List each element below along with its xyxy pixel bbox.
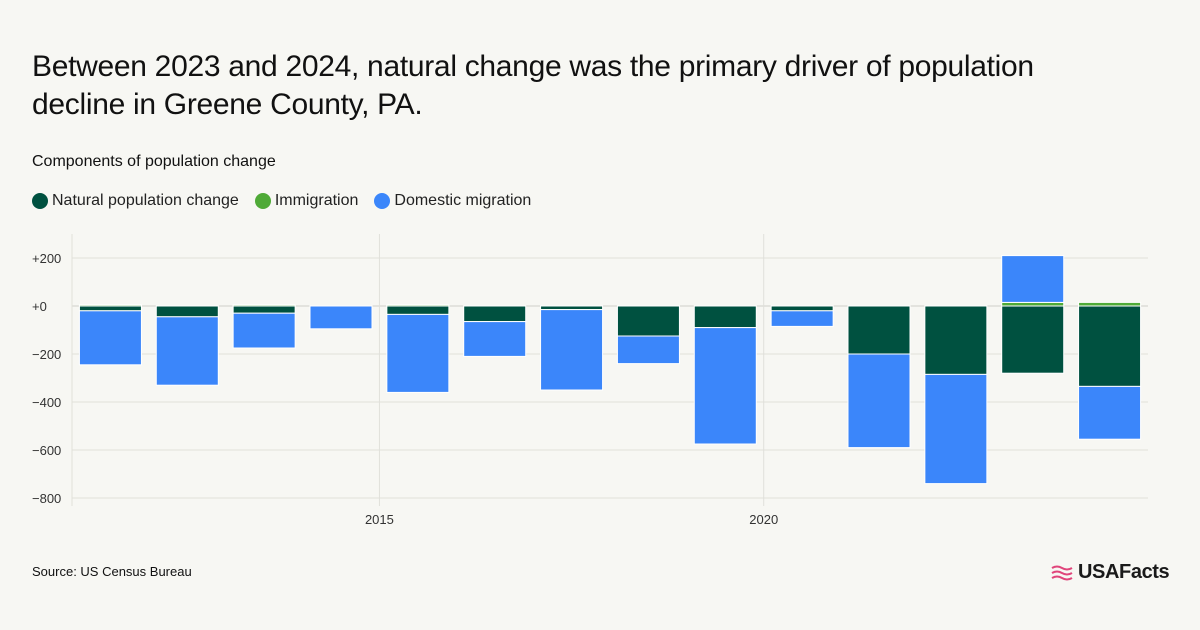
bar-segment-natural-population-change (78, 305, 142, 312)
legend-swatch-domestic (374, 193, 391, 209)
brand-name: USAFacts (1078, 561, 1170, 583)
bar-segment-immigration (1001, 301, 1065, 307)
bar-segment-domestic-migration (1078, 385, 1142, 440)
legend-item-immigration: Immigration (254, 192, 359, 210)
chart-legend: Natural population change Immigration Do… (32, 192, 547, 210)
bar-segment-natural-population-change (924, 305, 988, 375)
bar-segment-natural-population-change (540, 305, 604, 311)
chart-title: Between 2023 and 2024, natural change wa… (32, 50, 1034, 121)
bar-segment-natural-population-change (155, 305, 219, 318)
bar-segment-domestic-migration (770, 310, 834, 327)
bar-segment-natural-population-change (770, 305, 834, 312)
bar-segment-domestic-migration (386, 313, 450, 393)
bar-segment-immigration (386, 304, 450, 307)
legend-label-immigration: Immigration (274, 192, 359, 209)
label-layer: +200 +0 −200 −400 −600 −800 2015 2020 (32, 251, 778, 527)
x-tick-label: 2015 (365, 512, 394, 527)
y-tick-label: −200 (32, 347, 61, 362)
bar-segment-immigration (78, 304, 142, 307)
legend-item-domestic: Domestic migration (374, 192, 531, 210)
bar-segment-domestic-migration (232, 312, 296, 349)
legend-item-natural: Natural population change (32, 192, 239, 210)
bar-segment-immigration (1078, 301, 1142, 307)
bar-segment-natural-population-change (1078, 305, 1142, 387)
bar-segment-domestic-migration (463, 321, 527, 357)
y-tick-label: −600 (32, 443, 61, 458)
bar-segment-natural-population-change (463, 305, 527, 323)
y-tick-label: −800 (32, 491, 61, 506)
bar-segment-domestic-migration (693, 327, 757, 445)
legend-swatch-natural (32, 193, 48, 209)
bar-segment-domestic-migration (78, 310, 142, 366)
y-tick-label: +0 (32, 299, 47, 314)
legend-swatch-immigration (254, 193, 271, 209)
x-tick-label: 2020 (749, 512, 778, 527)
legend-label-natural: Natural population change (52, 192, 239, 209)
bar-segment-natural-population-change (386, 305, 450, 315)
bar-segment-domestic-migration (1001, 255, 1065, 303)
bar-segment-natural-population-change (693, 305, 757, 329)
bar-segment-domestic-migration (540, 309, 604, 391)
bar-segment-domestic-migration (155, 316, 219, 386)
bar-segment-domestic-migration (847, 353, 911, 449)
chart-subtitle: Components of population change (32, 153, 276, 170)
stacked-bar-chart: +200 +0 −200 −400 −600 −800 2015 2020 (32, 234, 1148, 527)
y-tick-label: +200 (32, 251, 61, 266)
y-tick-label: −400 (32, 395, 61, 410)
bar-segment-natural-population-change (847, 305, 911, 355)
bar-segment-natural-population-change (1001, 305, 1065, 374)
bar-segment-domestic-migration (616, 335, 680, 365)
bar-segment-domestic-migration (924, 373, 988, 485)
flag-icon (1051, 565, 1073, 580)
bar-segment-immigration (232, 304, 296, 307)
bar-segment-domestic-migration (309, 305, 373, 330)
bar-segment-natural-population-change (616, 305, 680, 337)
bar-layer (78, 255, 1142, 485)
bar-segment-natural-population-change (232, 305, 296, 314)
usafacts-logo: USAFacts (1050, 561, 1170, 584)
legend-label-domestic: Domestic migration (394, 192, 532, 209)
source-note: Source: US Census Bureau (32, 564, 192, 579)
